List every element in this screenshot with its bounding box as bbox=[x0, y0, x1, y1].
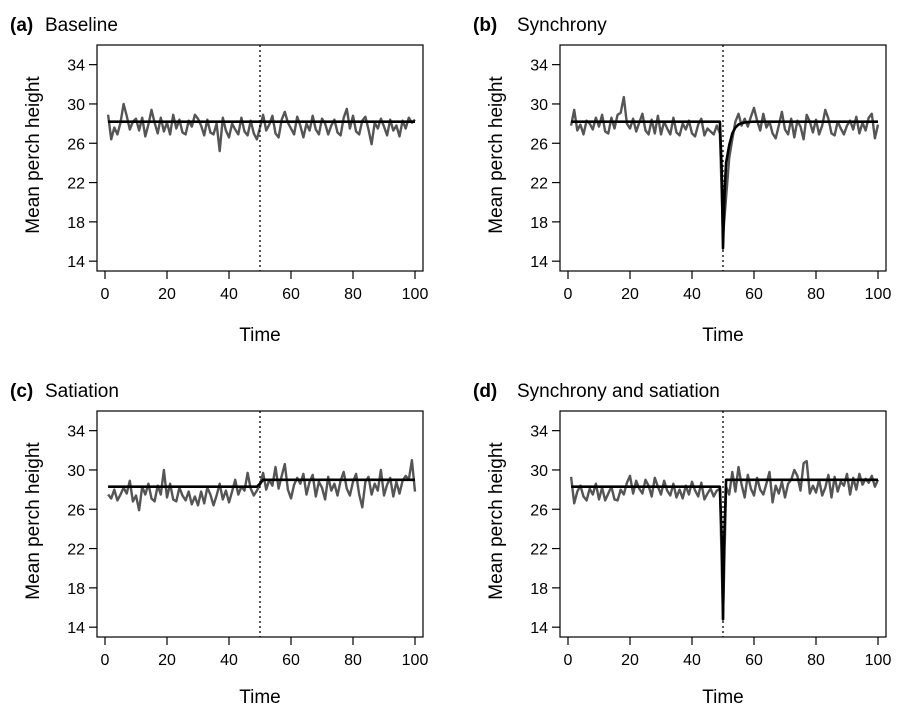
plot-frame bbox=[96, 410, 424, 638]
x-axis-label: Time bbox=[239, 687, 281, 706]
x-tick-label: 100 bbox=[402, 652, 429, 669]
observed-line bbox=[107, 458, 417, 512]
panel-b: (b) Synchrony Mean perch height Time 0 20… bbox=[473, 15, 891, 346]
x-tick-label: 100 bbox=[402, 286, 429, 303]
y-tick-label: 18 bbox=[67, 581, 85, 598]
x-tick-label: 20 bbox=[158, 286, 176, 303]
y-tick-label: 30 bbox=[67, 97, 85, 114]
y-tick-label: 34 bbox=[67, 58, 85, 75]
y-tick-label: 18 bbox=[67, 215, 85, 232]
x-tick-label: 100 bbox=[865, 286, 892, 303]
x-tick-label: 0 bbox=[564, 286, 573, 303]
x-tick-label: 80 bbox=[344, 286, 362, 303]
panel-title: Baseline bbox=[45, 15, 118, 36]
y-tick-label: 22 bbox=[530, 176, 548, 193]
x-tick-label: 20 bbox=[621, 652, 639, 669]
y-tick-label: 26 bbox=[67, 136, 85, 153]
y-tick-label: 22 bbox=[67, 542, 85, 559]
fitted-line bbox=[571, 120, 878, 250]
x-tick-label: 60 bbox=[282, 286, 300, 303]
y-tick-label: 22 bbox=[67, 176, 85, 193]
x-tick-label: 20 bbox=[158, 652, 176, 669]
fitted-line bbox=[108, 478, 415, 488]
x-tick-label: 100 bbox=[865, 652, 892, 669]
plot-area bbox=[106, 45, 416, 271]
y-tick-label: 18 bbox=[530, 581, 548, 598]
plot-area bbox=[569, 411, 880, 637]
x-axis-label: Time bbox=[239, 325, 281, 346]
x-tick-label: 0 bbox=[564, 652, 573, 669]
y-tick-label: 30 bbox=[530, 97, 548, 114]
x-tick-label: 60 bbox=[745, 652, 763, 669]
y-axis-label: Mean perch height bbox=[23, 76, 44, 234]
plot-area bbox=[569, 45, 880, 271]
y-tick-label: 26 bbox=[67, 502, 85, 519]
x-tick-label: 40 bbox=[683, 652, 701, 669]
y-axis-label: Mean perch height bbox=[486, 76, 507, 234]
y-tick-label: 22 bbox=[530, 542, 548, 559]
y-tick-label: 30 bbox=[67, 463, 85, 480]
observed-line bbox=[106, 102, 416, 153]
panel-letter: (d) bbox=[473, 381, 497, 402]
x-tick-label: 60 bbox=[745, 286, 763, 303]
x-tick-label: 80 bbox=[344, 652, 362, 669]
x-tick-label: 40 bbox=[220, 652, 238, 669]
panel-d: (d) Synchrony and satiation Mean perch h… bbox=[473, 381, 891, 706]
y-tick-label: 18 bbox=[530, 215, 548, 232]
panel-letter: (c) bbox=[10, 381, 33, 402]
y-tick-label: 14 bbox=[530, 620, 548, 637]
panel-title: Synchrony and satiation bbox=[517, 381, 720, 402]
x-tick-label: 0 bbox=[101, 286, 110, 303]
y-tick-label: 30 bbox=[530, 463, 548, 480]
x-tick-label: 0 bbox=[101, 652, 110, 669]
x-tick-label: 40 bbox=[220, 286, 238, 303]
fitted-line bbox=[571, 478, 878, 621]
y-tick-label: 14 bbox=[530, 254, 548, 271]
x-axis-label: Time bbox=[702, 687, 744, 706]
y-axis-label: Mean perch height bbox=[486, 442, 507, 600]
plot-area bbox=[107, 411, 417, 637]
plot-frame bbox=[96, 44, 424, 272]
panel-letter: (a) bbox=[10, 15, 33, 36]
y-tick-label: 34 bbox=[530, 58, 548, 75]
x-tick-label: 60 bbox=[282, 652, 300, 669]
y-tick-label: 26 bbox=[530, 502, 548, 519]
x-tick-label: 20 bbox=[621, 286, 639, 303]
panel-title: Satiation bbox=[45, 381, 119, 402]
x-tick-label: 80 bbox=[807, 652, 825, 669]
x-tick-label: 40 bbox=[683, 286, 701, 303]
panel-letter: (b) bbox=[473, 15, 497, 36]
panel-title: Synchrony bbox=[517, 15, 607, 36]
y-axis-label: Mean perch height bbox=[23, 442, 44, 600]
panel-c: (c) Satiation Mean perch height Time 0 20… bbox=[10, 381, 428, 706]
y-tick-label: 14 bbox=[67, 254, 85, 271]
x-axis-label: Time bbox=[702, 325, 744, 346]
y-tick-label: 34 bbox=[530, 424, 548, 441]
y-tick-label: 14 bbox=[67, 620, 85, 637]
panel-a: (a) Baseline Mean perch height Time 0 20 4… bbox=[10, 15, 428, 346]
x-tick-label: 80 bbox=[807, 286, 825, 303]
y-tick-label: 26 bbox=[530, 136, 548, 153]
y-tick-label: 34 bbox=[67, 424, 85, 441]
